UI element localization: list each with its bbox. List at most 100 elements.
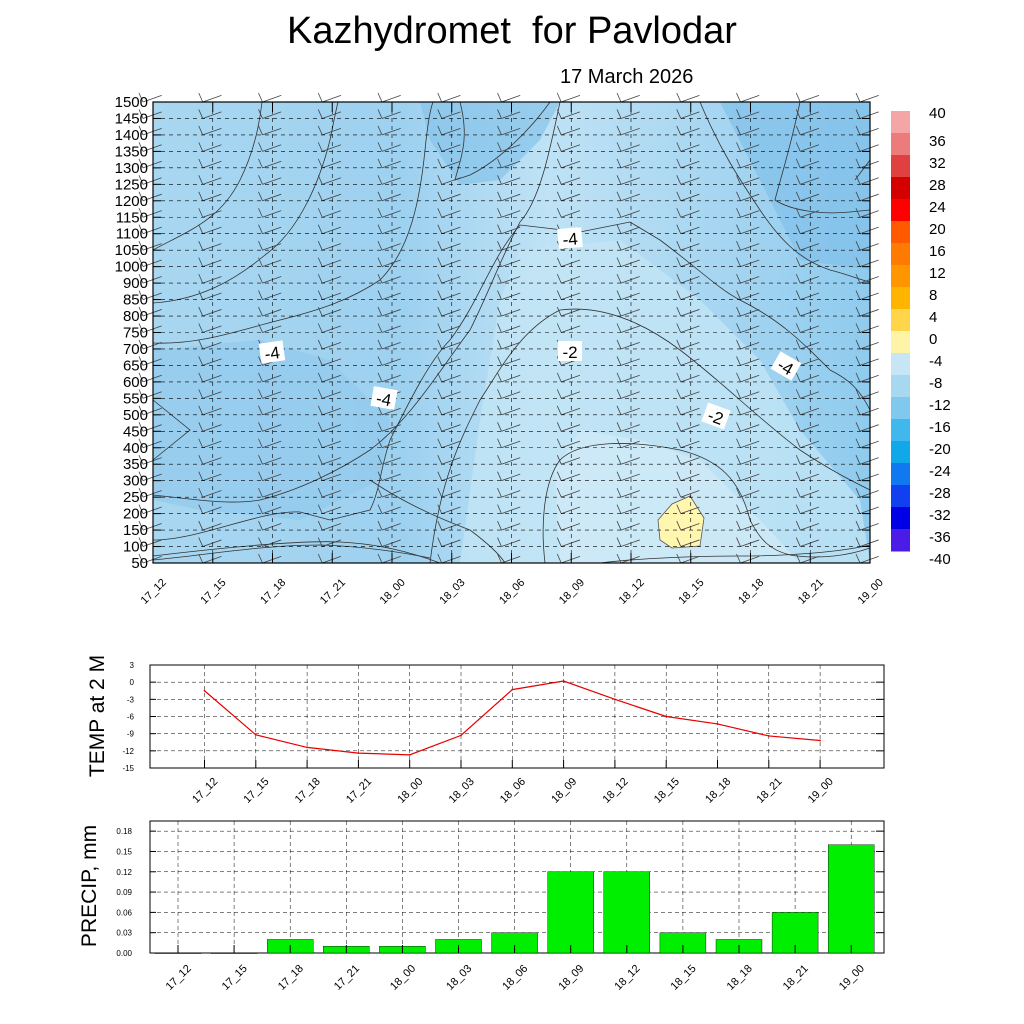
wind-barb-flag <box>795 92 801 103</box>
colorbar-label: -40 <box>929 551 951 568</box>
wind-barb <box>620 226 640 235</box>
wind-barb-flag <box>616 306 622 317</box>
temperature-point <box>819 739 821 742</box>
colorbar-label: -16 <box>929 419 951 436</box>
wind-barb-flag <box>437 158 443 169</box>
wind-barb <box>381 226 401 235</box>
wind-barb-flag <box>736 142 741 152</box>
wind-barb-flag <box>497 553 502 564</box>
wind-barb-flag <box>437 438 443 448</box>
wind-barb <box>740 259 760 268</box>
wind-barb <box>322 243 342 251</box>
wind-barb-flag <box>556 520 562 531</box>
wind-barb-flag <box>616 553 622 564</box>
wind-barb <box>381 457 401 465</box>
wind-barb-flag <box>736 273 741 284</box>
y-tick-label: 150 <box>123 522 148 539</box>
wind-barb <box>142 424 162 432</box>
wind-barb-flag <box>258 553 263 564</box>
wind-barb <box>262 160 282 169</box>
wind-barb <box>859 407 879 416</box>
wind-barb <box>620 473 640 482</box>
wind-barb-flag <box>497 438 502 448</box>
wind-barb-flag <box>795 109 801 119</box>
temp-y-tick-label: -15 <box>122 764 134 773</box>
wind-barb <box>680 523 700 531</box>
precip-y-tick-label: 0.18 <box>116 827 132 836</box>
wind-barb-flag <box>855 339 861 350</box>
wind-barb-flag <box>497 158 502 169</box>
wind-barb-flag <box>258 109 263 119</box>
wind-barb-flag <box>616 323 622 333</box>
wind-barb-flag <box>437 290 443 300</box>
wind-barb-flag <box>258 273 263 284</box>
wind-barb <box>740 506 760 514</box>
wind-barb <box>322 111 342 119</box>
wind-barb-flag <box>377 438 383 448</box>
wind-barb <box>680 144 700 152</box>
wind-barb <box>620 309 640 317</box>
wind-barb-flag <box>676 422 682 432</box>
wind-barb <box>620 391 640 399</box>
temperature-point <box>562 680 565 682</box>
temp-y-tick-label: -9 <box>127 730 135 739</box>
wind-barb <box>859 341 879 350</box>
wind-barb-flag <box>795 125 801 136</box>
wind-barb-flag <box>138 257 144 267</box>
wind-barb-flag <box>377 487 383 498</box>
wind-barb <box>262 276 282 284</box>
wind-barb <box>262 457 282 465</box>
precip-bar <box>154 952 202 954</box>
wind-barb <box>680 160 700 169</box>
wind-barb-flag <box>616 109 622 119</box>
wind-barb-flag <box>795 455 801 465</box>
x-tick-label: 19_00 <box>856 577 886 607</box>
x-tick-label: 18_06 <box>497 577 527 607</box>
wind-barb-flag <box>795 487 801 498</box>
colorbar-swatch <box>891 287 910 310</box>
wind-barb <box>620 325 640 333</box>
colorbar-swatch <box>891 441 910 464</box>
wind-barb-flag <box>795 471 801 481</box>
wind-barb-flag <box>736 158 741 169</box>
wind-barb-flag <box>855 438 861 448</box>
precip-x-tick-label: 18_09 <box>556 963 586 993</box>
wind-barb-flag <box>437 142 443 152</box>
wind-barb-flag <box>437 520 443 531</box>
wind-barb-flag <box>198 273 204 284</box>
wind-barb-flag <box>258 125 263 136</box>
wind-barb <box>262 111 282 119</box>
wind-barb <box>561 457 581 465</box>
wind-barb-flag <box>437 175 443 185</box>
precip-y-tick-label: 0.00 <box>116 949 132 958</box>
wind-barb-flag <box>616 438 622 448</box>
wind-barb <box>561 523 581 531</box>
colorbar-label: 0 <box>929 331 937 348</box>
wind-barb <box>740 407 760 416</box>
wind-barb <box>381 341 401 350</box>
wind-barb-flag <box>138 175 144 185</box>
chart-title: Kazhydromet for Pavlodar <box>287 10 737 52</box>
wind-barb-flag <box>616 339 622 350</box>
y-tick-label: 650 <box>123 357 148 374</box>
wind-barb <box>142 243 162 251</box>
wind-barb <box>441 243 461 251</box>
precip-y-tick-label: 0.03 <box>116 929 132 938</box>
wind-barb <box>680 556 700 564</box>
wind-barb-flag <box>676 208 682 218</box>
wind-barb <box>322 144 342 152</box>
wind-barb-flag <box>795 504 801 514</box>
wind-barb-flag <box>317 109 323 119</box>
wind-barb-flag <box>676 372 682 383</box>
y-tick-label: 700 <box>123 341 148 358</box>
wind-barb <box>142 259 162 268</box>
wind-barb-flag <box>616 520 622 531</box>
wind-barb-flag <box>795 290 801 300</box>
wind-barb-flag <box>676 438 682 448</box>
wind-barb <box>381 556 401 564</box>
wind-barb <box>740 374 760 383</box>
wind-barb <box>859 193 879 202</box>
wind-barb <box>441 177 461 185</box>
wind-barb <box>800 539 820 547</box>
wind-barb <box>561 374 581 383</box>
